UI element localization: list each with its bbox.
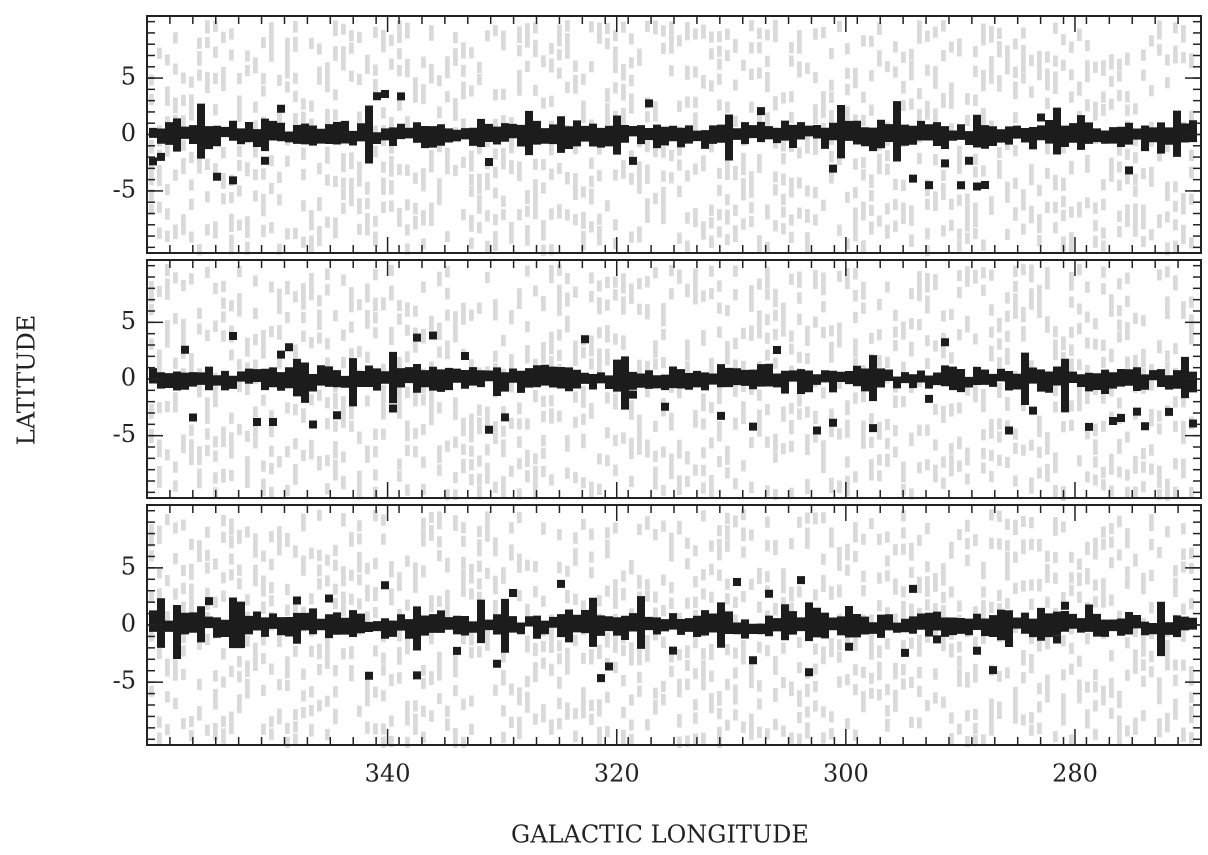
y-tick-label: 5 (121, 552, 136, 580)
x-tick-label: 300 (823, 760, 869, 788)
y-tick-label: -5 (113, 420, 136, 448)
x-tick-label: 280 (1052, 760, 1098, 788)
y-tick-label: 5 (121, 63, 136, 91)
map-emission (149, 331, 1197, 435)
y-tick-label: -5 (113, 175, 136, 203)
y-tick-label: 0 (121, 364, 136, 392)
y-tick-label: -5 (113, 667, 136, 695)
map-emission (149, 576, 1197, 683)
x-tick-label: 320 (594, 760, 640, 788)
x-tick-label: 340 (365, 760, 411, 788)
y-tick-label: 5 (121, 307, 136, 335)
y-tick-label: 0 (121, 119, 136, 147)
map-emission (149, 89, 1197, 191)
y-tick-label: 0 (121, 610, 136, 638)
y-axis-label: LATITUDE (13, 315, 41, 445)
x-axis-label: GALACTIC LONGITUDE (511, 821, 809, 849)
